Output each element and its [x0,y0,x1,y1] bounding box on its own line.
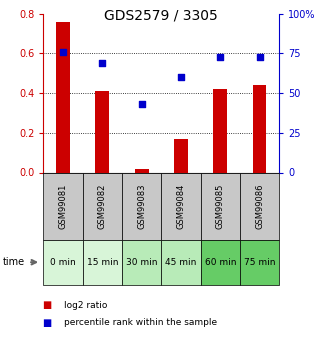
Text: 45 min: 45 min [165,258,197,267]
Bar [83,240,122,285]
Text: 0 min: 0 min [50,258,76,267]
Bar [135,169,149,172]
Point [139,101,144,107]
Bar [240,240,279,285]
Text: ■: ■ [42,300,51,310]
Bar [201,240,240,285]
Text: percentile rank within the sample: percentile rank within the sample [64,318,217,327]
Text: GDS2579 / 3305: GDS2579 / 3305 [104,9,217,23]
Bar [213,89,227,172]
Point [218,54,223,59]
Point [100,60,105,66]
Bar [161,240,201,285]
Bar [43,240,83,285]
Text: time: time [3,257,25,267]
Bar [174,139,188,172]
Text: log2 ratio: log2 ratio [64,301,108,310]
Text: 75 min: 75 min [244,258,275,267]
Text: GSM99085: GSM99085 [216,184,225,229]
Bar [201,172,240,240]
Bar [95,91,109,172]
Point [178,75,184,80]
Text: 30 min: 30 min [126,258,157,267]
Bar [83,172,122,240]
Text: 60 min: 60 min [204,258,236,267]
Bar [240,172,279,240]
Text: 15 min: 15 min [87,258,118,267]
Point [60,49,65,55]
Text: GSM99082: GSM99082 [98,184,107,229]
Bar [43,172,83,240]
Bar [161,172,201,240]
Bar [253,85,266,172]
Bar [122,240,161,285]
Text: ■: ■ [42,318,51,327]
Point [257,54,262,59]
Text: GSM99086: GSM99086 [255,184,264,229]
Bar [122,172,161,240]
Text: GSM99084: GSM99084 [177,184,186,229]
Text: GSM99083: GSM99083 [137,184,146,229]
Text: GSM99081: GSM99081 [58,184,67,229]
Bar [56,22,70,172]
